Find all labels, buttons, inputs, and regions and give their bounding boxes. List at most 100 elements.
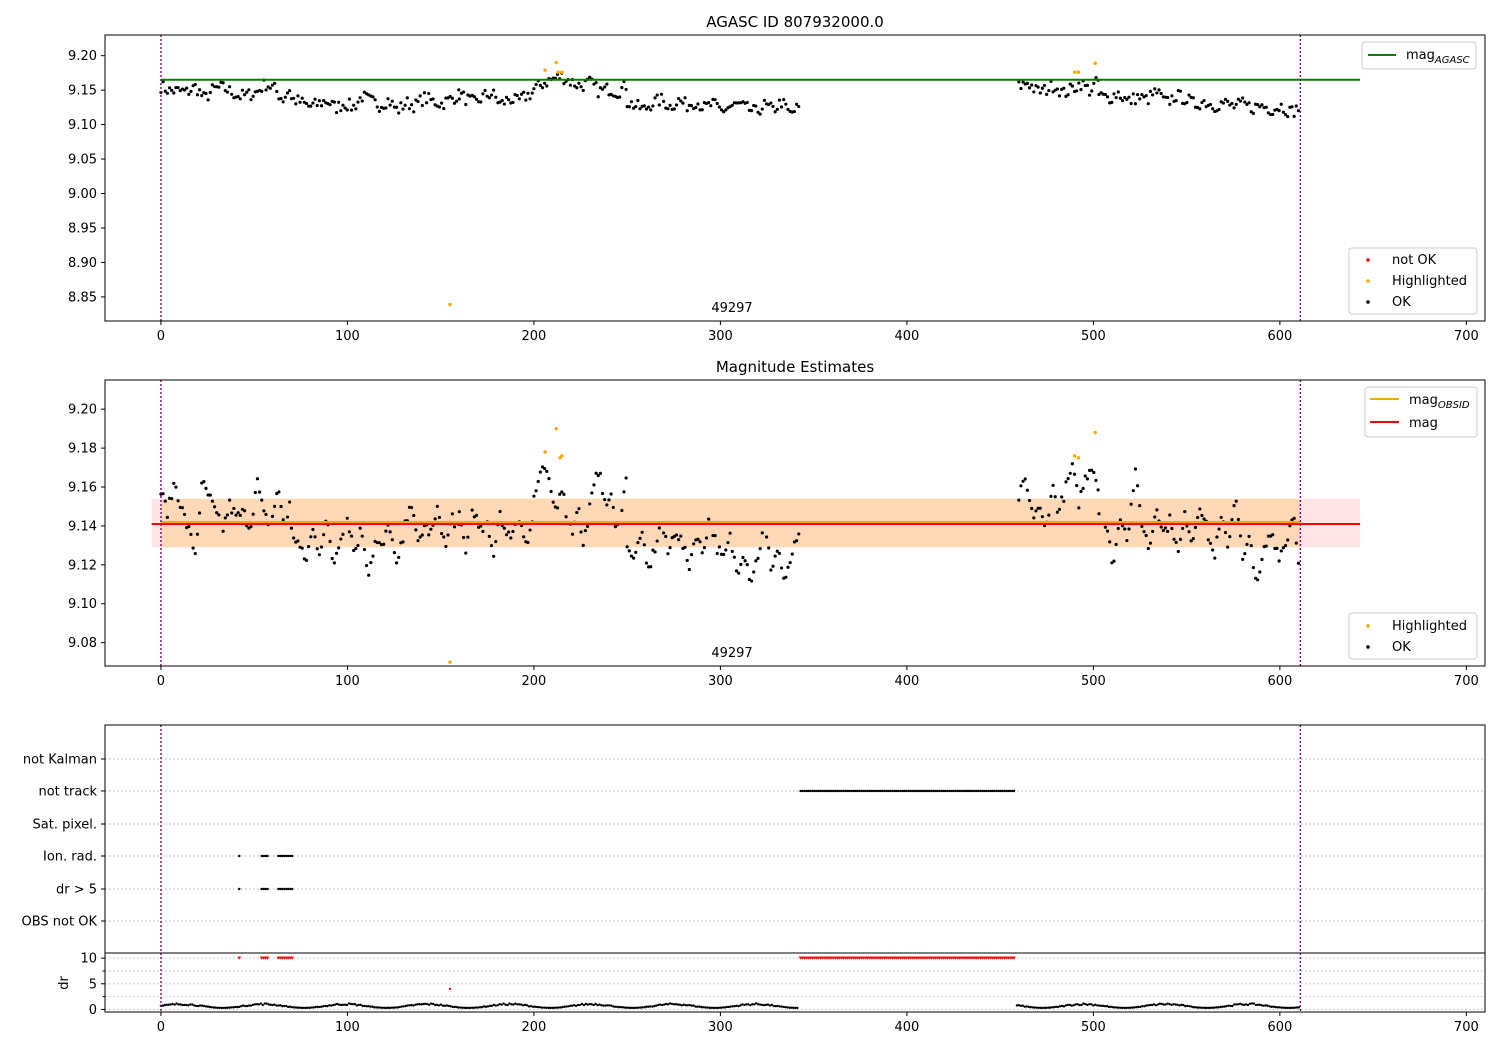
dr-point xyxy=(290,1006,294,1009)
ok-point xyxy=(1090,468,1094,472)
dr-point xyxy=(553,1006,556,1010)
ok-point xyxy=(206,98,210,102)
ok-point xyxy=(1096,488,1100,492)
flag-point xyxy=(995,789,998,793)
ok-point xyxy=(397,555,401,559)
ok-point xyxy=(349,534,354,538)
dr-point xyxy=(241,1004,245,1007)
ok-point xyxy=(784,575,788,579)
ok-point xyxy=(1215,535,1219,539)
ok-point xyxy=(634,550,638,554)
dr-point xyxy=(1291,1006,1295,1010)
dr-point xyxy=(617,1005,621,1009)
ok-point xyxy=(1159,91,1163,96)
agasc-xtick-label: 500 xyxy=(1081,329,1106,344)
ok-point xyxy=(1097,512,1101,516)
dr-outlier-point xyxy=(448,987,452,991)
highlighted-point xyxy=(560,454,564,458)
ok-point xyxy=(1217,527,1221,531)
dr-point xyxy=(1090,1003,1093,1006)
flag-point xyxy=(1008,789,1012,793)
ok-point xyxy=(790,552,794,556)
dr-point xyxy=(700,1005,703,1009)
ok-point xyxy=(1085,83,1090,87)
dr-point xyxy=(713,1006,717,1010)
dr-point xyxy=(191,1003,194,1006)
dr-point xyxy=(1162,1003,1165,1006)
flag-point xyxy=(930,789,933,793)
dr-point xyxy=(706,1006,709,1009)
ok-point xyxy=(730,549,734,554)
dr-point xyxy=(1244,1003,1248,1006)
ok-point xyxy=(528,528,532,532)
dr-point xyxy=(792,1006,795,1010)
ok-point xyxy=(479,524,483,528)
ok-point xyxy=(1286,538,1290,542)
dr-point xyxy=(584,1002,588,1006)
flag-point xyxy=(1010,789,1014,793)
ok-point xyxy=(474,513,479,517)
ok-point xyxy=(1292,114,1296,118)
dr-point xyxy=(721,1006,725,1009)
ok-point xyxy=(457,88,461,92)
dr-point xyxy=(435,1003,439,1007)
ok-point xyxy=(579,530,583,534)
ok-point xyxy=(435,504,439,508)
ok-point xyxy=(1243,100,1247,104)
ok-point xyxy=(304,558,309,562)
ok-point xyxy=(1135,484,1140,488)
ok-point xyxy=(511,100,515,105)
agasc-ytick-label: 9.15 xyxy=(68,84,97,99)
dr-point xyxy=(500,1003,503,1006)
ok-point xyxy=(403,103,407,107)
dr-point xyxy=(545,1006,548,1009)
ok-point xyxy=(170,88,174,93)
ok-point xyxy=(472,95,476,99)
dr-point xyxy=(709,1006,713,1010)
dr-point xyxy=(1295,1006,1299,1009)
dr-point xyxy=(230,1006,233,1009)
ok-point xyxy=(717,105,721,109)
dr-point xyxy=(457,1006,460,1009)
dr-point xyxy=(619,1005,623,1009)
dr-point xyxy=(1188,1004,1191,1008)
flag-point xyxy=(963,789,967,793)
dr-point xyxy=(198,1004,202,1007)
ok-point xyxy=(1032,516,1036,520)
ok-point xyxy=(409,103,414,107)
ok-point xyxy=(245,90,249,94)
dr-point xyxy=(490,1004,494,1008)
ok-point xyxy=(437,515,442,520)
ok-point xyxy=(631,556,636,560)
dr-point xyxy=(704,1006,707,1009)
dr-point xyxy=(1139,1005,1142,1009)
mag-estimates-axes: 0 100 200 300 400 500 600 700 9.08 9.10 9.12 9.14 9.… xyxy=(68,403,1479,689)
ok-point xyxy=(657,103,661,107)
ok-point xyxy=(1105,95,1110,99)
ok-point xyxy=(279,97,283,101)
ok-point xyxy=(1077,81,1081,85)
ok-point xyxy=(771,104,775,109)
ok-point xyxy=(1045,92,1049,96)
dr-point xyxy=(412,1004,415,1007)
mag-estimates-xtick-label: 0 xyxy=(157,674,165,689)
dr-point xyxy=(747,1003,750,1006)
ok-point xyxy=(683,96,687,100)
ok-point xyxy=(418,535,422,539)
dr-point xyxy=(420,1003,423,1006)
dr-point xyxy=(359,1003,362,1007)
dr-point xyxy=(222,1006,225,1010)
ok-point xyxy=(163,89,167,93)
dr-point xyxy=(572,1004,576,1007)
ok-point xyxy=(607,498,611,502)
ok-point xyxy=(1161,528,1165,533)
dr-point xyxy=(762,1004,766,1007)
dr-point xyxy=(334,1003,337,1006)
dr-point xyxy=(386,1006,390,1010)
dr-point xyxy=(739,1004,742,1007)
flag-point xyxy=(856,789,859,793)
ok-point xyxy=(756,556,760,560)
agasc-ytick-label: 9.00 xyxy=(68,187,97,202)
ok-point xyxy=(511,529,515,534)
